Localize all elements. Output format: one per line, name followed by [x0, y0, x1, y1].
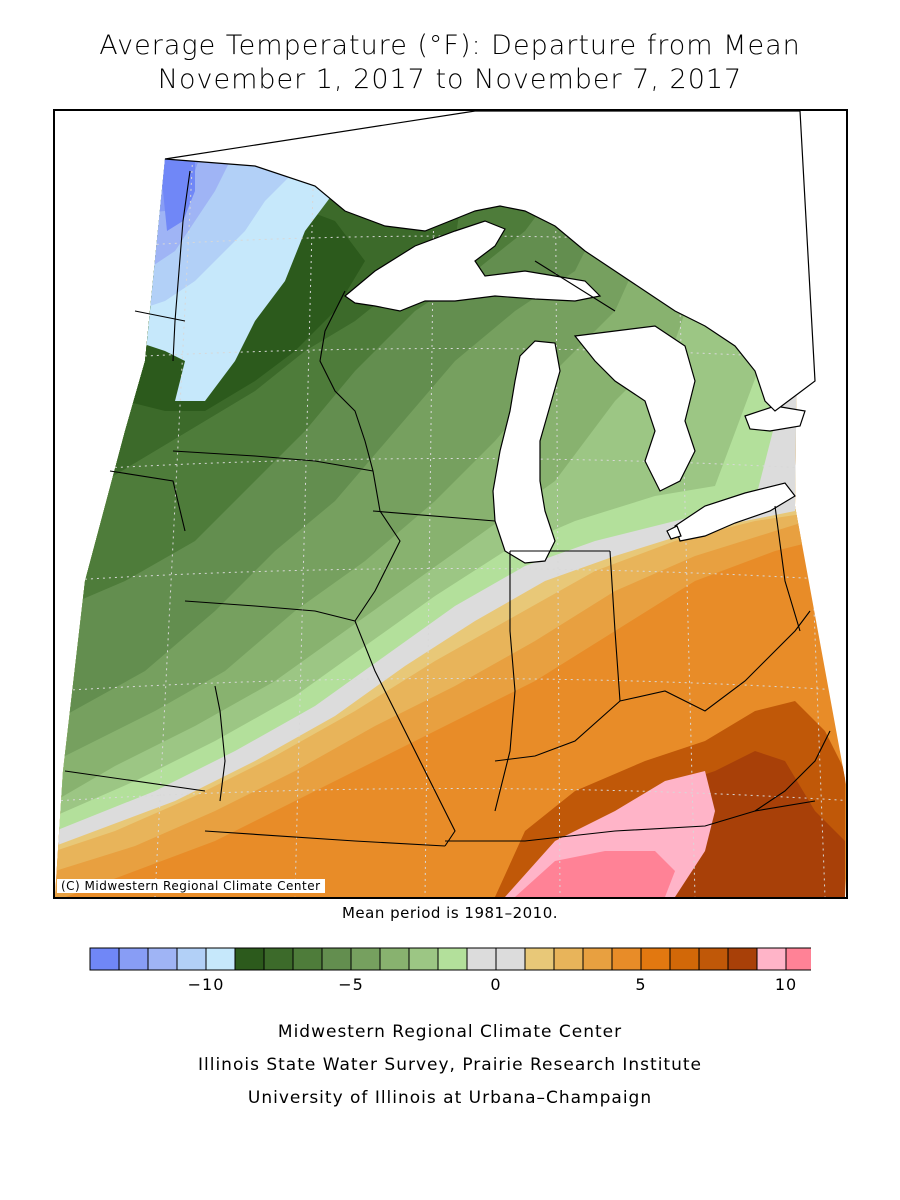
legend-swatch — [147, 947, 178, 971]
legend-tick-label: −5 — [338, 975, 364, 994]
legend-swatch — [756, 947, 787, 971]
state-boundaries — [64, 170, 831, 847]
legend-tick-label: 0 — [490, 975, 502, 994]
border-mn-ia — [172, 450, 374, 472]
legend-swatch — [495, 947, 526, 971]
lake-huron — [573, 325, 696, 492]
legend-swatch — [611, 947, 642, 971]
legend-swatch — [553, 947, 584, 971]
border-il-mo — [354, 620, 456, 847]
border-ky-va — [754, 730, 831, 812]
footer-organization: Midwestern Regional Climate Center — [277, 1022, 623, 1042]
border-ia-il — [354, 470, 401, 622]
legend-swatch — [640, 947, 671, 971]
footer-university: University of Illinois at Urbana–Champai… — [247, 1088, 653, 1108]
legend-swatch — [437, 947, 468, 971]
legend-swatch — [524, 947, 555, 971]
border-mn-wi — [319, 290, 374, 472]
legend-tick-label: 5 — [635, 975, 647, 994]
canada-region — [164, 111, 816, 412]
legend-swatch — [234, 947, 265, 971]
legend-swatch — [582, 947, 613, 971]
border-il-in — [494, 551, 516, 812]
border-oh-wv — [619, 610, 811, 712]
border-wi-il — [372, 510, 496, 522]
color-scale-legend — [89, 947, 811, 971]
copyright-label: (C) Midwestern Regional Climate Center — [57, 879, 325, 893]
legend-swatch — [205, 947, 236, 971]
border-ia-mo — [184, 600, 356, 622]
great-lakes — [344, 220, 806, 564]
anomaly-zone-minus13 — [155, 151, 195, 231]
legend-swatch — [698, 947, 729, 971]
border-mi-up — [534, 260, 616, 312]
legend-swatch — [321, 947, 352, 971]
legend-swatch — [350, 947, 381, 971]
border-sd-ne — [109, 470, 186, 532]
legend-swatch — [176, 947, 207, 971]
legend-tick-label: −10 — [187, 975, 225, 994]
border-ky-tn — [445, 800, 816, 842]
legend-swatch — [379, 947, 410, 971]
lake-erie — [674, 482, 796, 542]
legend-swatch — [292, 947, 323, 971]
border-ne-ia — [214, 685, 226, 802]
legend-swatch — [408, 947, 439, 971]
lake-st-clair — [666, 525, 682, 540]
border-in-ky — [494, 700, 621, 762]
legend-tick-label: 10 — [774, 975, 798, 994]
border-in-oh — [609, 550, 621, 702]
map-title-line1: Average Temperature (°F): Departure from… — [99, 30, 801, 61]
legend-swatch — [466, 947, 497, 971]
legend-swatch — [118, 947, 149, 971]
footer-survey: Illinois State Water Survey, Prairie Res… — [198, 1055, 702, 1075]
map-title-line2: November 1, 2017 to November 7, 2017 — [157, 64, 743, 95]
legend-swatch — [263, 947, 294, 971]
border-nd-mn — [172, 170, 191, 362]
border-ks-ne — [64, 770, 206, 792]
anomaly-zone-plus10 — [515, 851, 675, 897]
border-nd-sd — [134, 310, 186, 322]
lake-superior — [344, 220, 602, 312]
legend-swatch — [89, 947, 120, 971]
temperature-departure-map — [55, 111, 846, 897]
border-mo-ar — [204, 830, 446, 847]
legend-swatch — [727, 947, 758, 971]
map-panel — [53, 109, 848, 899]
border-oh-pa — [774, 505, 801, 632]
mean-period-note: Mean period is 1981–2010. — [341, 904, 559, 922]
legend-swatch — [785, 947, 811, 971]
legend-swatch — [669, 947, 700, 971]
